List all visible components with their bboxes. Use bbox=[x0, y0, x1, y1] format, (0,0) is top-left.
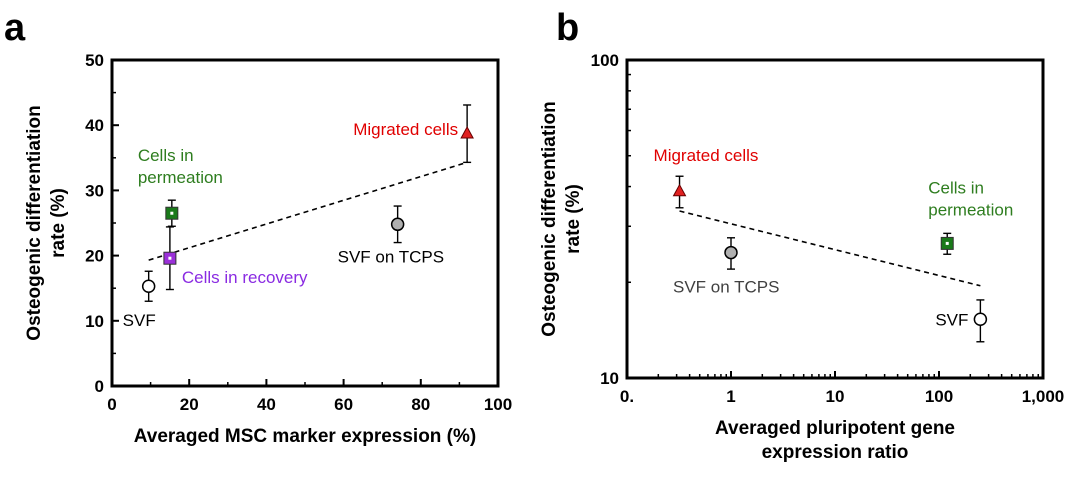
y-tick-label-a: 10 bbox=[85, 312, 104, 331]
data-label-cells-in-recovery-a: Cells in recovery bbox=[182, 268, 308, 287]
x-tick-label-a: 80 bbox=[411, 395, 430, 414]
x-tick-label-a: 0 bbox=[107, 395, 116, 414]
data-label-migrated-cells-b: Migrated cells bbox=[654, 146, 759, 165]
point-cells-in-recovery-a-center bbox=[168, 256, 172, 260]
x-tick-label-a: 60 bbox=[334, 395, 353, 414]
plot-frame-a bbox=[110, 58, 500, 388]
x-axis-title-b: Averaged pluripotent gene bbox=[715, 418, 955, 439]
y-axis-title-b: Osteogenic differentiation bbox=[539, 101, 560, 336]
chart-b: 0. 1 10 100 1,000 10 100 Averaged pluripotent g… bbox=[539, 51, 1064, 463]
y-tick-label-a: 20 bbox=[85, 247, 104, 266]
data-label-migrated-cells-a: Migrated cells bbox=[353, 120, 458, 139]
y-axis-title-a: Osteogenic differentiation bbox=[24, 105, 45, 340]
x-tick-label-a: 20 bbox=[180, 395, 199, 414]
x-tick-label-b: 1,000 bbox=[1022, 387, 1065, 406]
trendline-a bbox=[148, 161, 468, 261]
point-cells-in-permeation-b-center bbox=[945, 241, 949, 245]
point-svf-b bbox=[973, 312, 988, 327]
x-tick-label-b: 0. bbox=[620, 387, 634, 406]
y-tick-label-a: 0 bbox=[95, 377, 104, 396]
chart-a: 0 20 40 60 80 100 0 10 20 30 40 50 Averaged MSC mark… bbox=[24, 51, 512, 447]
data-label-svf-b: SVF bbox=[935, 310, 968, 329]
data-label-cells-in-permeation-b: permeation bbox=[928, 200, 1013, 219]
point-cells-in-permeation-a-center bbox=[170, 211, 174, 215]
point-svf-a bbox=[141, 279, 156, 293]
trendline-b bbox=[679, 210, 981, 287]
x-tick-label-b: 1 bbox=[726, 387, 735, 406]
point-migrated-cells-a bbox=[460, 125, 474, 139]
data-label-cells-in-permeation-a: permeation bbox=[138, 168, 223, 187]
x-tick-label-b: 100 bbox=[925, 387, 953, 406]
data-label-svf-on-tcps-b: SVF on TCPS bbox=[673, 278, 779, 297]
y-axis-title-b: rate (%) bbox=[563, 184, 584, 254]
x-axis-title-b: expression ratio bbox=[762, 442, 909, 463]
y-tick-label-a: 40 bbox=[85, 116, 104, 135]
x-tick-label-a: 100 bbox=[484, 395, 512, 414]
data-label-cells-in-permeation-b: Cells in bbox=[928, 178, 984, 197]
panel-letter-b: b bbox=[556, 7, 579, 49]
point-migrated-cells-b bbox=[672, 183, 687, 197]
panel-letter-a: a bbox=[4, 7, 26, 49]
y-tick-label-a: 30 bbox=[85, 181, 104, 200]
x-tick-label-a: 40 bbox=[257, 395, 276, 414]
data-label-svf-a: SVF bbox=[123, 311, 156, 330]
y-tick-label-b: 10 bbox=[600, 369, 619, 388]
data-label-cells-in-permeation-a: Cells in bbox=[138, 146, 194, 165]
y-tick-label-a: 50 bbox=[85, 51, 104, 70]
x-axis-title-a: Averaged MSC marker expression (%) bbox=[134, 426, 476, 447]
point-svf-on-tcps-b bbox=[724, 245, 738, 260]
data-label-svf-on-tcps-a: SVF on TCPS bbox=[338, 247, 444, 266]
x-tick-label-b: 10 bbox=[826, 387, 845, 406]
y-axis-title-a: rate (%) bbox=[48, 188, 69, 258]
y-tick-label-b: 100 bbox=[591, 51, 619, 70]
point-svf-on-tcps-a bbox=[390, 217, 405, 232]
